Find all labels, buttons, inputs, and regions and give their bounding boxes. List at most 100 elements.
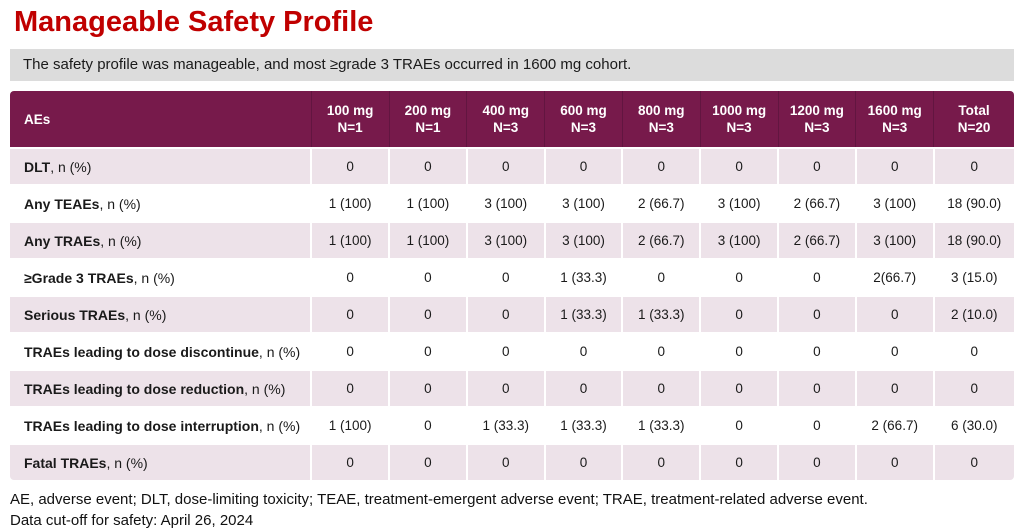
cell-value: 1 (100)	[310, 406, 390, 444]
cell-value: 0	[388, 332, 467, 370]
cell-value: 0	[777, 369, 856, 407]
cell-value: 0	[777, 443, 856, 480]
table-row: Fatal TRAEs, n (%) 0 0 0 0 0 0 0 0 0	[10, 443, 1014, 480]
cell-value: 3 (100)	[543, 184, 623, 222]
col-header: 200 mg N=1	[388, 91, 467, 148]
cell-value: 0	[699, 332, 778, 370]
cell-value: 0	[777, 332, 856, 370]
cell-value: 0	[543, 443, 623, 480]
subtitle-text: The safety profile was manageable, and m…	[23, 56, 632, 73]
page-title: Manageable Safety Profile	[14, 6, 374, 38]
cell-value: 6 (30.0)	[932, 406, 1014, 444]
cell-value: 0	[310, 332, 390, 370]
cell-value: 1 (100)	[310, 184, 390, 222]
cell-value: 0	[388, 369, 467, 407]
cell-value: 0	[465, 258, 545, 296]
cell-value: 3 (100)	[465, 221, 545, 259]
row-label: Serious TRAEs, n (%)	[10, 295, 312, 333]
cell-value: 1 (100)	[310, 221, 390, 259]
cell-value: 0	[310, 258, 390, 296]
cell-value: 0	[465, 295, 545, 333]
cell-value: 0	[310, 147, 390, 185]
cell-value: 0	[310, 369, 390, 407]
cell-value: 3 (100)	[543, 221, 623, 259]
cell-value: 2 (66.7)	[854, 406, 934, 444]
cell-value: 0	[932, 369, 1014, 407]
col-header: 1200 mg N=3	[777, 91, 856, 148]
table-body: DLT, n (%) 0 0 0 0 0 0 0 0 0 Any TEAEs, n (%) 1 (10…	[10, 147, 1014, 480]
cell-value: 0	[932, 147, 1014, 185]
cell-value: 0	[465, 369, 545, 407]
col-header: Total N=20	[933, 91, 1014, 148]
cell-value: 0	[854, 295, 934, 333]
cell-value: 0	[777, 406, 856, 444]
col-header: 600 mg N=3	[544, 91, 623, 148]
cell-value: 0	[932, 332, 1014, 370]
cell-value: 0	[777, 147, 856, 185]
table-row: DLT, n (%) 0 0 0 0 0 0 0 0 0	[10, 147, 1014, 185]
cell-value: 0	[699, 147, 778, 185]
cell-value: 0	[465, 332, 545, 370]
cell-value: 3 (100)	[699, 184, 778, 222]
col-header: 1600 mg N=3	[855, 91, 934, 148]
cell-value: 18 (90.0)	[932, 221, 1014, 259]
row-label: TRAEs leading to dose interruption, n (%…	[10, 406, 312, 444]
cell-value: 0	[854, 443, 934, 480]
subtitle-bar: The safety profile was manageable, and m…	[10, 49, 1014, 81]
cell-value: 0	[854, 332, 934, 370]
cell-value: 0	[621, 258, 701, 296]
col-header: 1000 mg N=3	[699, 91, 778, 148]
cell-value: 0	[777, 295, 856, 333]
row-label: ≥Grade 3 TRAEs, n (%)	[10, 258, 312, 296]
cell-value: 0	[388, 406, 467, 444]
cell-value: 0	[699, 258, 778, 296]
cell-value: 0	[310, 443, 390, 480]
cell-value: 2(66.7)	[854, 258, 934, 296]
cell-value: 0	[543, 369, 623, 407]
cell-value: 0	[854, 147, 934, 185]
row-label: TRAEs leading to dose reduction, n (%)	[10, 369, 312, 407]
table-row: TRAEs leading to dose interruption, n (%…	[10, 406, 1014, 444]
col-header: 100 mg N=1	[310, 91, 390, 148]
row-label: TRAEs leading to dose discontinue, n (%)	[10, 332, 312, 370]
table-row: Any TRAEs, n (%) 1 (100) 1 (100) 3 (100) 3 (…	[10, 221, 1014, 259]
row-label: DLT, n (%)	[10, 147, 312, 185]
table-row: TRAEs leading to dose discontinue, n (%)…	[10, 332, 1014, 370]
cell-value: 3 (100)	[854, 184, 934, 222]
data-cutoff-note: Data cut-off for safety: April 26, 2024	[10, 512, 254, 529]
cell-value: 0	[699, 406, 778, 444]
row-label: Any TEAEs, n (%)	[10, 184, 312, 222]
table-row: TRAEs leading to dose reduction, n (%) 0 0…	[10, 369, 1014, 407]
cell-value: 0	[621, 369, 701, 407]
cell-value: 3 (15.0)	[932, 258, 1014, 296]
cell-value: 3 (100)	[465, 184, 545, 222]
cell-value: 1 (33.3)	[543, 295, 623, 333]
cell-value: 0	[699, 443, 778, 480]
table-row: Serious TRAEs, n (%) 0 0 0 1 (33.3) 1 (33.3) 0…	[10, 295, 1014, 333]
cell-value: 0	[388, 147, 467, 185]
table-header: AEs 100 mg N=1 200 mg N=1 400 mg N=3 600 mg N=3 8…	[10, 91, 1014, 148]
cell-value: 0	[621, 147, 701, 185]
cell-value: 0	[388, 443, 467, 480]
col-header: 800 mg N=3	[621, 91, 701, 148]
table-header-row: AEs 100 mg N=1 200 mg N=1 400 mg N=3 600 mg N=3 8…	[10, 91, 1014, 148]
safety-table: AEs 100 mg N=1 200 mg N=1 400 mg N=3 600 mg N=3 8…	[10, 91, 1014, 480]
cell-value: 0	[465, 443, 545, 480]
cell-value: 0	[310, 295, 390, 333]
cell-value: 1 (100)	[388, 221, 467, 259]
cell-value: 0	[621, 332, 701, 370]
table-row: Any TEAEs, n (%) 1 (100) 1 (100) 3 (100) 3 (…	[10, 184, 1014, 222]
cell-value: 18 (90.0)	[932, 184, 1014, 222]
cell-value: 1 (100)	[388, 184, 467, 222]
cell-value: 0	[854, 369, 934, 407]
cell-value: 2 (10.0)	[932, 295, 1014, 333]
row-label: Fatal TRAEs, n (%)	[10, 443, 312, 480]
cell-value: 1 (33.3)	[621, 295, 701, 333]
cell-value: 0	[699, 369, 778, 407]
cell-value: 2 (66.7)	[621, 184, 701, 222]
col-header: 400 mg N=3	[466, 91, 545, 148]
cell-value: 2 (66.7)	[777, 221, 856, 259]
cell-value: 0	[465, 147, 545, 185]
cell-value: 0	[621, 443, 701, 480]
